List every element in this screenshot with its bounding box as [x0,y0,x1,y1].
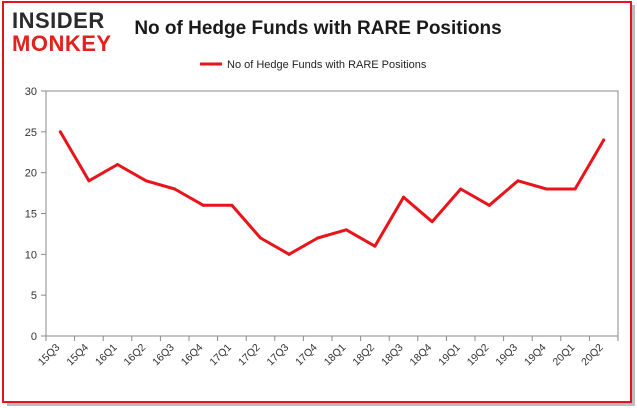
legend: No of Hedge Funds with RARE Positions [200,59,427,71]
data-point [316,236,320,240]
chart-title: No of Hedge Funds with RARE Positions [134,18,501,39]
data-point [602,138,606,142]
y-tick-label: 30 [25,86,37,98]
y-tick-label: 20 [25,168,37,180]
data-point [459,187,463,191]
data-point [344,228,348,232]
data-point [201,203,205,207]
data-point [573,187,577,191]
data-point [287,252,291,256]
y-tick-label: 0 [31,331,37,343]
data-point [173,187,177,191]
data-point [144,179,148,183]
data-point [116,163,119,166]
data-point [58,130,62,134]
data-point [259,236,262,240]
data-point [230,203,234,207]
data-point [487,203,491,207]
logo-line-2: MONKEY [12,31,112,56]
data-point [545,187,548,191]
series-line [58,130,606,256]
y-tick-label: 5 [31,290,37,302]
y-axis: 0 5 10 15 20 25 30 [25,86,46,343]
chart-frame [2,1,632,403]
data-point [87,179,91,183]
data-point [516,179,520,183]
y-tick-label: 10 [25,249,37,261]
logo-line-1: INSIDER [12,8,105,33]
legend-label: No of Hedge Funds with RARE Positions [227,59,427,71]
y-tick-label: 25 [25,127,37,139]
data-point [430,220,434,224]
insider-monkey-logo: INSIDER MONKEY [12,8,112,56]
y-tick-label: 15 [25,209,37,221]
data-point [373,244,377,248]
data-point [402,195,405,199]
series-layer [58,130,606,256]
